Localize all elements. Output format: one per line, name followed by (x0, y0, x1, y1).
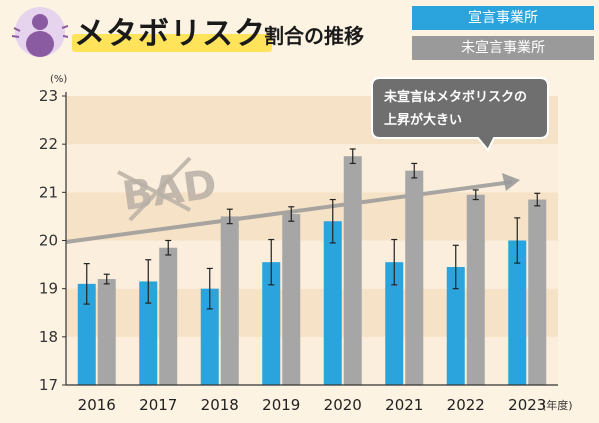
bar-declared (508, 240, 527, 385)
bar-undeclared (528, 199, 547, 385)
x-tick-label: 2020 (324, 396, 362, 414)
y-tick-label: 20 (39, 232, 58, 250)
y-tick-label: 23 (39, 87, 58, 105)
bad-stamp-cross (117, 156, 192, 222)
bar-declared (139, 281, 158, 385)
x-tick-label: 2018 (201, 396, 239, 414)
y-axis-unit: (%) (50, 74, 67, 85)
callout-text-line1: 未宣言はメタボリスクの (383, 89, 527, 105)
bar-declared (446, 266, 465, 385)
bar-declared (200, 288, 219, 385)
bar-declared (77, 283, 96, 385)
x-tick-label: 2016 (78, 396, 116, 414)
x-axis-unit: (年度) (542, 398, 573, 412)
x-tick-label: 2021 (385, 396, 423, 414)
legend-item-undeclared: 未宣言事業所 (412, 36, 594, 60)
callout-text-line2: 上昇が大きい (384, 112, 462, 128)
x-tick-label: 2019 (262, 396, 300, 414)
trend-arrow-line (65, 180, 513, 244)
x-tick-label: 2022 (447, 396, 485, 414)
callout-bubble (371, 77, 549, 152)
title-block: メタボリスク 割合の推移 (8, 6, 398, 58)
bar-undeclared (97, 279, 116, 385)
bar-declared (385, 262, 404, 385)
bar-undeclared (405, 170, 424, 385)
trend-arrow-head (502, 173, 520, 191)
bar-declared (323, 221, 342, 385)
bar-undeclared (220, 216, 239, 385)
chart-title-sub: 割合の推移 (264, 24, 364, 48)
bar-undeclared (282, 214, 301, 385)
bar-declared (262, 262, 281, 385)
y-tick-label: 21 (39, 183, 58, 201)
x-tick-label: 2017 (139, 396, 177, 414)
background-band (66, 144, 558, 193)
bar-undeclared (343, 156, 362, 385)
trend-arrow (65, 173, 520, 244)
bars-group (77, 148, 547, 385)
legend-item-declared: 宣言事業所 (412, 6, 594, 30)
bar-undeclared (466, 194, 485, 385)
x-tick-label: 2023 (508, 396, 546, 414)
title-highlight (72, 34, 272, 52)
bar-undeclared (159, 247, 178, 385)
y-tick-label: 17 (39, 376, 58, 394)
y-tick-label: 22 (39, 135, 58, 153)
person-icon (11, 7, 68, 57)
y-tick-label: 18 (39, 328, 58, 346)
y-tick-label: 19 (39, 280, 58, 298)
chart-title-main: メタボリスク (74, 16, 266, 52)
